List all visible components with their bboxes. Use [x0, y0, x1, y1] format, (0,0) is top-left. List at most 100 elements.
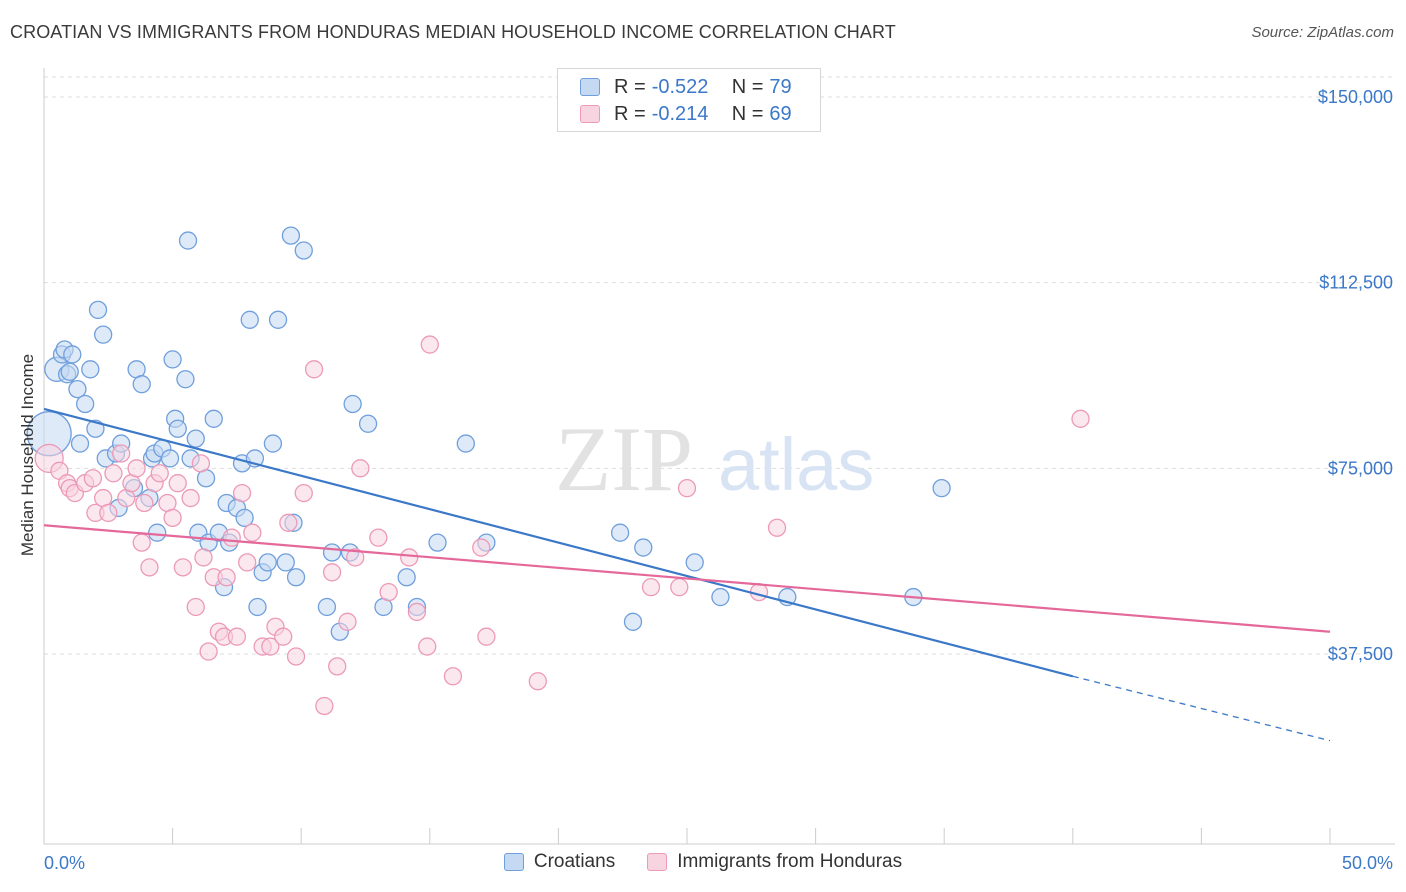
data-point [99, 503, 118, 523]
data-point [88, 300, 108, 320]
data-point [346, 548, 365, 567]
data-point [279, 513, 298, 532]
data-point [60, 362, 79, 381]
data-point [528, 672, 547, 691]
y-tick-label: $112,500 [1319, 273, 1393, 293]
data-point [204, 409, 223, 428]
legend-n-value: 79 [769, 75, 792, 98]
data-point [176, 370, 195, 389]
data-point [261, 637, 280, 656]
y-tick-label: $150,000 [1318, 87, 1393, 107]
bottom-legend-croatians: Croatians [503, 851, 615, 873]
data-point [322, 543, 342, 562]
legend-row-croatians: R = -0.522 N = 79 [580, 74, 792, 100]
data-point [358, 414, 378, 433]
trend-line-croatians-extrapolated [1072, 675, 1331, 742]
legend-n-label: N = [731, 102, 764, 125]
data-point [150, 464, 169, 483]
data-point [227, 627, 247, 646]
y-axis-label: Median Household Income [18, 354, 37, 556]
bottom-legend-honduras: Immigrants from Honduras [647, 851, 902, 873]
data-point [68, 379, 87, 399]
data-point [132, 375, 151, 394]
chart-title: CROATIAN VS IMMIGRANTS FROM HONDURAS MED… [10, 22, 896, 42]
data-point [112, 444, 131, 463]
data-point [641, 578, 661, 597]
data-point [338, 612, 357, 631]
data-point [677, 478, 697, 498]
data-point [315, 696, 334, 716]
data-point [94, 325, 113, 344]
legend-swatch-croatians [580, 78, 600, 96]
data-point [317, 597, 337, 617]
data-point [711, 587, 730, 607]
data-point [186, 597, 205, 617]
data-point [168, 474, 187, 493]
bottom-legend-swatch-honduras [647, 853, 668, 871]
data-point [343, 394, 362, 414]
legend-r-label: R = [614, 75, 646, 98]
data-point [932, 478, 951, 498]
data-point [670, 578, 689, 597]
data-point [186, 429, 205, 448]
bottom-legend-label-honduras: Immigrants from Honduras [677, 851, 903, 872]
legend-r-value: -0.522 [651, 75, 709, 98]
legend-r-value: -0.214 [651, 102, 709, 125]
data-point [238, 553, 257, 572]
data-point [191, 454, 211, 473]
data-point [351, 459, 370, 478]
data-point [767, 518, 787, 537]
data-point [369, 528, 388, 547]
data-point [685, 553, 704, 572]
data-point [217, 568, 236, 587]
y-tick-labels: $37,500 $75,000 $112,500 $150,000 [1318, 87, 1393, 664]
data-point [294, 483, 313, 503]
legend-swatch-honduras [580, 105, 600, 123]
data-point [163, 508, 182, 527]
data-point [418, 637, 437, 656]
data-point [281, 226, 301, 245]
data-point [70, 434, 90, 453]
data-point [173, 558, 193, 577]
y-tick-label: $75,000 [1328, 458, 1393, 478]
data-point [407, 602, 427, 622]
data-point [634, 538, 653, 557]
data-point [235, 508, 254, 527]
data-point [1071, 409, 1090, 428]
data-point [623, 612, 643, 631]
data-point [132, 533, 151, 552]
data-point [222, 528, 241, 547]
data-point [199, 642, 218, 661]
data-point [294, 241, 313, 260]
data-point [135, 493, 154, 513]
data-point [443, 667, 463, 686]
data-point [232, 483, 252, 503]
data-points [26, 226, 1090, 716]
data-point [160, 449, 180, 468]
bottom-legend-swatch-croatians [503, 853, 524, 871]
legend-n-label: N = [731, 75, 764, 98]
legend-row-honduras: R = -0.214 N = 69 [580, 101, 792, 127]
data-point [63, 345, 82, 364]
data-point [379, 582, 398, 602]
data-point [610, 523, 630, 542]
data-point [268, 310, 288, 329]
x-tick-label: 0.0% [44, 853, 85, 873]
data-point [127, 459, 146, 478]
data-point [163, 350, 182, 369]
x-tick-labels: 0.0% 50.0% [44, 853, 1393, 873]
watermark-zip: ZIP [555, 408, 693, 510]
y-tick-label: $37,500 [1328, 644, 1393, 664]
data-point [328, 657, 347, 676]
data-point [472, 538, 491, 557]
data-point [286, 647, 306, 666]
trend-lines [43, 407, 1331, 742]
data-point [477, 627, 496, 646]
data-point [81, 360, 100, 379]
data-point [286, 568, 306, 587]
data-point [194, 548, 213, 567]
data-point [178, 231, 198, 250]
data-point [148, 523, 167, 542]
data-point [420, 335, 439, 354]
